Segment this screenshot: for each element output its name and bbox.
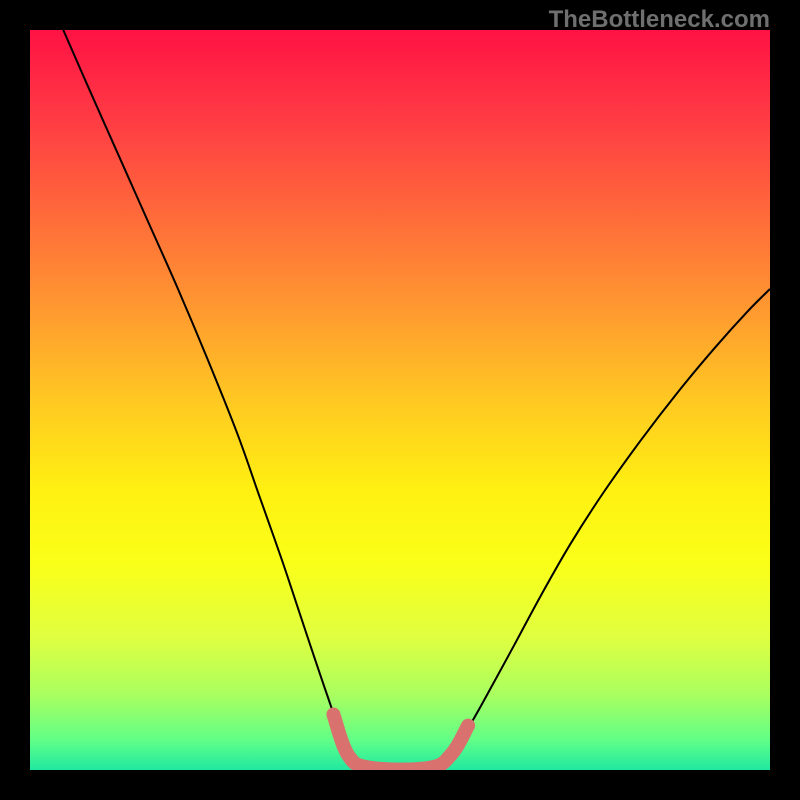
curve-right bbox=[430, 289, 770, 768]
curve-left bbox=[63, 30, 370, 768]
watermark-text: TheBottleneck.com bbox=[549, 6, 770, 34]
chart-frame: TheBottleneck.com bbox=[0, 0, 800, 800]
plot-area bbox=[30, 30, 770, 770]
highlight-trough bbox=[333, 715, 468, 770]
bottleneck-curves bbox=[30, 30, 770, 770]
